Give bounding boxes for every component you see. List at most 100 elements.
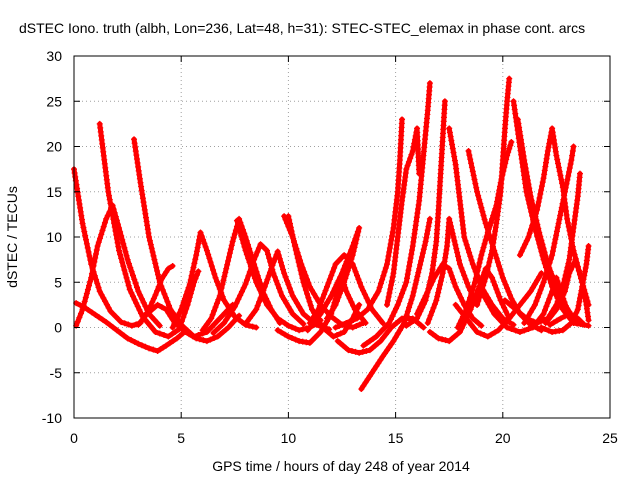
data-point-marker (260, 287, 267, 294)
data-point-marker (317, 329, 324, 336)
data-point-marker (427, 312, 434, 319)
data-point-marker (534, 277, 541, 284)
data-point-marker (550, 284, 557, 291)
data-point-marker (331, 285, 338, 292)
data-point-marker (556, 299, 563, 306)
data-point-marker (122, 248, 129, 255)
data-point-marker (488, 251, 495, 258)
data-point-marker (257, 241, 264, 248)
data-point-marker (527, 226, 534, 233)
data-point-marker (158, 283, 165, 290)
data-point-marker (281, 270, 288, 277)
data-point-marker (352, 268, 359, 275)
data-point-marker (493, 255, 500, 262)
data-point-marker (553, 232, 560, 239)
data-point-marker (154, 287, 161, 294)
data-point-marker (448, 272, 455, 279)
data-point-marker (200, 236, 207, 243)
data-point-marker (455, 253, 462, 260)
data-point-marker (369, 369, 376, 376)
data-point-marker (561, 188, 568, 195)
data-point-marker (366, 373, 373, 380)
data-point-marker (126, 286, 133, 293)
data-point-marker (426, 219, 433, 226)
data-point-marker (230, 234, 237, 241)
data-point-marker (557, 315, 564, 322)
data-point-marker (464, 245, 471, 252)
data-point-marker (555, 164, 562, 171)
data-point-marker (568, 239, 575, 246)
data-point-marker (506, 75, 513, 82)
data-point-marker (570, 313, 577, 320)
data-point-marker (564, 219, 571, 226)
data-point-marker (193, 272, 200, 279)
data-point-marker (308, 287, 315, 294)
data-point-marker (83, 290, 90, 297)
data-point-marker (567, 231, 574, 238)
data-point-marker (377, 338, 384, 345)
data-point-marker (190, 264, 197, 271)
data-series (210, 241, 307, 336)
data-point-marker (208, 315, 215, 322)
data-point-marker (173, 317, 180, 324)
data-point-marker (433, 271, 440, 278)
data-point-marker (242, 281, 249, 288)
data-point-marker (316, 302, 323, 309)
data-point-marker (196, 336, 203, 343)
data-point-marker (547, 255, 554, 262)
data-point-marker (138, 310, 144, 317)
data-point-marker (182, 329, 189, 336)
data-point-marker (237, 228, 244, 235)
data-point-marker (131, 276, 138, 283)
data-point-marker (318, 298, 325, 305)
data-point-marker (156, 279, 163, 286)
data-point-marker (529, 222, 536, 229)
data-point-marker (78, 212, 85, 219)
data-point-marker (542, 159, 549, 166)
data-point-marker (93, 247, 100, 254)
data-point-marker (441, 98, 448, 105)
data-point-marker (540, 245, 547, 252)
data-point-marker (115, 316, 122, 323)
data-point-marker (193, 248, 200, 255)
data-point-marker (480, 244, 487, 251)
data-point-marker (145, 230, 152, 237)
data-point-marker (471, 176, 478, 183)
data-point-marker (524, 291, 531, 298)
data-point-marker (557, 212, 564, 219)
data-point-marker (80, 224, 87, 231)
data-point-marker (566, 310, 573, 317)
data-point-marker (384, 347, 391, 354)
data-point-marker (146, 345, 153, 352)
data-point-marker (304, 290, 311, 297)
data-point-marker (550, 133, 557, 140)
y-tick-label: 15 (46, 184, 62, 200)
data-point-marker (409, 292, 416, 299)
data-point-marker (351, 306, 358, 313)
data-point-marker (309, 320, 316, 327)
data-point-marker (184, 288, 191, 295)
data-point-marker (112, 313, 119, 320)
data-point-marker (474, 301, 481, 308)
data-point-marker (549, 125, 556, 132)
data-point-marker (434, 293, 441, 300)
data-point-marker (181, 295, 188, 302)
data-point-marker (516, 329, 523, 336)
data-point-marker (184, 301, 191, 308)
data-point-marker (555, 281, 562, 288)
data-point-marker (277, 289, 284, 296)
data-point-marker (449, 230, 456, 237)
data-point-marker (355, 228, 362, 235)
data-point-marker (118, 319, 125, 326)
data-point-marker (566, 164, 573, 171)
data-point-marker (352, 240, 359, 247)
data-point-marker (501, 278, 508, 285)
data-point-marker (430, 304, 437, 311)
data-point-marker (558, 295, 565, 302)
data-point-marker (472, 275, 479, 282)
data-point-marker (343, 258, 350, 265)
data-point-marker (553, 152, 560, 159)
data-point-marker (415, 307, 422, 314)
data-point-marker (553, 306, 560, 313)
